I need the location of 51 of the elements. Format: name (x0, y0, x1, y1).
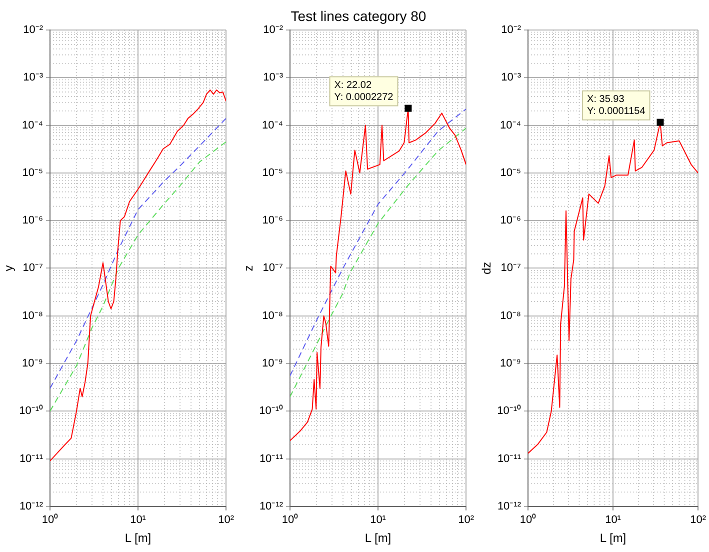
y-tick-label: 10⁻⁵ (262, 166, 283, 179)
y-tick-label: 10⁻⁴ (262, 119, 284, 132)
x-tick-label: 10¹ (605, 514, 622, 526)
x-tick-label: 10² (458, 514, 474, 526)
y-tick-label: 10⁻¹² (19, 500, 44, 512)
y-tick-label: 10⁻² (23, 24, 44, 36)
y-tick-label: 10⁻⁷ (262, 262, 284, 274)
y-tick-label: 10⁻¹⁰ (19, 404, 43, 418)
y-tick-label: 10⁻⁹ (500, 358, 521, 370)
chart-title: Test lines category 80 (290, 8, 428, 24)
y-tick-label: 10⁻¹² (259, 500, 284, 512)
annotation: X: 22.02 Y: 0.0002272 (334, 80, 394, 104)
y-tick-label: 10⁻⁹ (262, 358, 283, 370)
y-tick-label: 10⁻¹² (497, 500, 522, 512)
x-axis-title: L [m] (124, 531, 152, 546)
y-tick-label: 10⁻² (501, 24, 522, 36)
y-tick-label: 10⁻¹⁰ (259, 404, 283, 418)
x-tick-label: 10⁰ (42, 513, 58, 526)
y-tick-label: 10⁻⁵ (500, 166, 521, 179)
y-tick-label: 10⁻¹¹ (497, 452, 522, 465)
y-tick-label: 10⁻⁶ (500, 214, 521, 227)
x-tick-label: 10⁰ (520, 513, 536, 526)
y-tick-label: 10⁻⁸ (22, 310, 43, 322)
y-tick-label: 10⁻⁸ (500, 310, 521, 322)
y-tick-label: 10⁻⁶ (22, 214, 43, 227)
y-tick-label: 10⁻⁸ (262, 310, 283, 322)
y-tick-label: 10⁻⁴ (22, 119, 44, 132)
y-tick-label: 10⁻⁹ (22, 358, 43, 370)
y-tick-label: 10⁻¹¹ (19, 452, 44, 465)
x-tick-label: 10¹ (370, 514, 386, 526)
annotation: X: 35.93 Y: 0.0001154 (587, 94, 646, 118)
y-tick-label: 10⁻³ (501, 72, 522, 84)
y-tick-label: 10⁻³ (23, 72, 44, 84)
y-tick-label: 10⁻⁷ (500, 262, 522, 274)
y-tick-label: 10⁻² (263, 24, 284, 36)
y-tick-label: 10⁻⁶ (262, 214, 283, 227)
y-tick-label: 10⁻⁵ (22, 166, 43, 179)
y-tick-label: 10⁻⁷ (22, 262, 44, 274)
y-axis-title: z (242, 265, 256, 272)
x-tick-label: 10¹ (130, 514, 146, 526)
y-tick-label: 10⁻³ (263, 72, 284, 84)
y-tick-label: 10⁻⁴ (500, 119, 522, 132)
x-axis-title: L [m] (600, 531, 626, 546)
x-axis-title: L [m] (364, 531, 392, 546)
x-tick-label: 10⁰ (282, 513, 298, 526)
y-tick-label: 10⁻¹¹ (259, 452, 284, 465)
x-tick-label: 10² (218, 514, 234, 526)
y-axis-title: dz (480, 262, 494, 275)
x-tick-label: 10² (690, 514, 706, 526)
y-tick-label: 10⁻¹⁰ (497, 404, 521, 418)
y-axis-title: y (2, 265, 16, 272)
